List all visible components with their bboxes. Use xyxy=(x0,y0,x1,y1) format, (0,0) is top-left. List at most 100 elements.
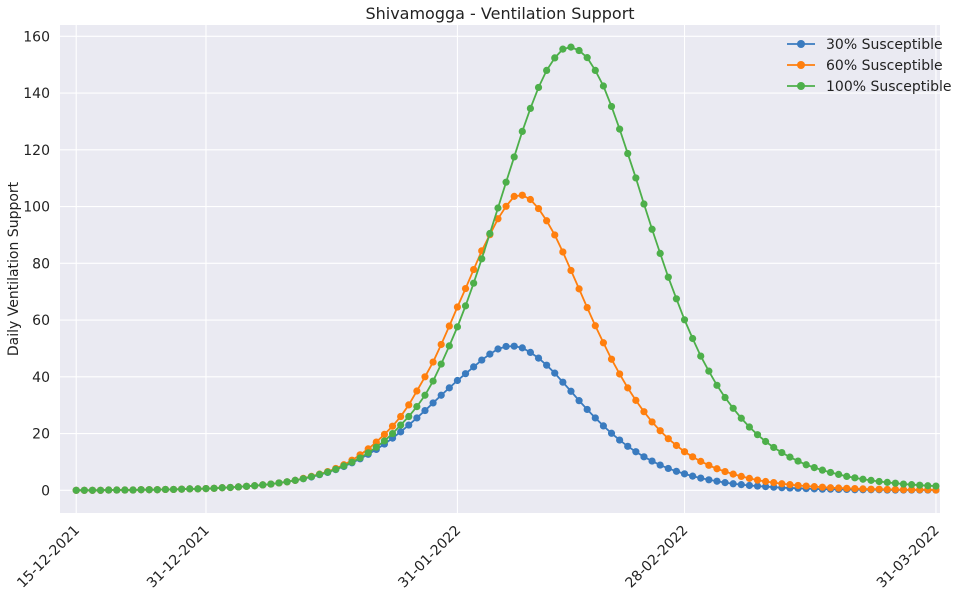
data-point xyxy=(470,279,478,287)
data-point xyxy=(607,102,616,111)
data-point xyxy=(226,483,234,492)
data-point xyxy=(478,356,486,364)
data-point xyxy=(113,486,121,494)
data-point xyxy=(210,484,218,492)
data-point xyxy=(494,345,502,353)
data-point xyxy=(753,482,762,490)
data-point xyxy=(559,378,567,386)
data-point xyxy=(80,486,88,494)
data-point xyxy=(632,448,640,456)
data-point xyxy=(599,339,608,347)
data-point xyxy=(251,482,259,490)
data-point xyxy=(680,448,689,456)
data-point xyxy=(502,178,510,186)
data-point xyxy=(153,486,161,494)
data-point xyxy=(380,437,389,445)
data-point xyxy=(624,442,632,450)
data-point xyxy=(753,431,762,439)
data-point xyxy=(291,476,299,484)
legend[interactable]: 30% Susceptible 60% Susceptible 100% Susce… xyxy=(787,37,952,95)
data-point xyxy=(332,465,340,473)
data-point xyxy=(762,483,770,491)
data-point xyxy=(867,485,875,493)
data-point xyxy=(445,322,453,330)
data-point xyxy=(543,361,551,369)
data-point xyxy=(648,418,656,426)
data-point xyxy=(397,421,405,429)
data-point xyxy=(494,204,502,212)
data-point xyxy=(745,474,754,482)
chart-title: Shivamogga - Ventilation Support xyxy=(365,4,634,23)
data-point xyxy=(778,480,786,488)
y-tick-label: 20 xyxy=(32,427,50,443)
y-axis-ticks: 0 20 40 60 80 100 120 140 160 xyxy=(23,29,50,499)
data-point xyxy=(826,484,835,492)
data-point xyxy=(445,384,453,392)
data-point xyxy=(713,381,721,389)
data-point xyxy=(510,192,518,200)
y-tick-label: 120 xyxy=(23,143,50,159)
data-point xyxy=(599,82,608,90)
data-point xyxy=(899,480,908,488)
data-point xyxy=(843,484,851,492)
data-point xyxy=(388,422,397,430)
data-point xyxy=(729,470,737,478)
data-point xyxy=(753,476,762,484)
data-point xyxy=(461,284,470,293)
data-point xyxy=(543,217,551,225)
data-point xyxy=(129,486,137,494)
data-point xyxy=(470,265,478,274)
data-point xyxy=(729,404,737,412)
data-point xyxy=(413,403,421,411)
data-point xyxy=(640,408,648,416)
data-point xyxy=(202,485,210,493)
data-point xyxy=(802,461,810,469)
data-point xyxy=(745,481,754,490)
y-tick-label: 60 xyxy=(32,313,50,329)
data-point xyxy=(786,453,794,461)
data-point xyxy=(137,486,145,494)
data-point xyxy=(697,457,705,465)
data-point xyxy=(883,478,891,486)
data-point xyxy=(348,458,356,466)
data-point xyxy=(96,486,105,494)
data-point xyxy=(875,477,883,486)
data-point xyxy=(121,486,129,494)
data-point xyxy=(405,421,413,429)
data-point xyxy=(680,470,689,478)
data-point xyxy=(607,429,616,437)
y-tick-label: 100 xyxy=(23,200,50,216)
x-tick-label: 15-12-2021 xyxy=(14,523,83,591)
data-point xyxy=(908,486,916,494)
data-point xyxy=(575,397,583,405)
data-point xyxy=(932,482,940,490)
data-point xyxy=(867,476,875,484)
data-point xyxy=(543,66,551,74)
data-point xyxy=(567,43,575,51)
data-point xyxy=(413,387,421,395)
data-point xyxy=(607,355,616,363)
data-point xyxy=(194,485,202,493)
data-point xyxy=(421,391,429,399)
data-point xyxy=(899,486,908,494)
data-point xyxy=(372,438,380,446)
data-point xyxy=(551,54,559,62)
data-point xyxy=(664,435,672,443)
data-point xyxy=(648,457,656,465)
data-point xyxy=(486,229,494,238)
data-point xyxy=(802,482,810,490)
data-point xyxy=(851,485,859,493)
data-point xyxy=(640,453,648,461)
data-point xyxy=(664,273,672,281)
legend-marker xyxy=(797,40,805,48)
data-point xyxy=(461,302,470,310)
data-point xyxy=(340,462,348,470)
data-point xyxy=(502,342,510,351)
data-point xyxy=(526,104,535,113)
data-point xyxy=(632,396,640,404)
data-point xyxy=(88,486,97,494)
data-point xyxy=(453,323,462,331)
data-point xyxy=(405,412,413,421)
data-point xyxy=(591,322,599,330)
